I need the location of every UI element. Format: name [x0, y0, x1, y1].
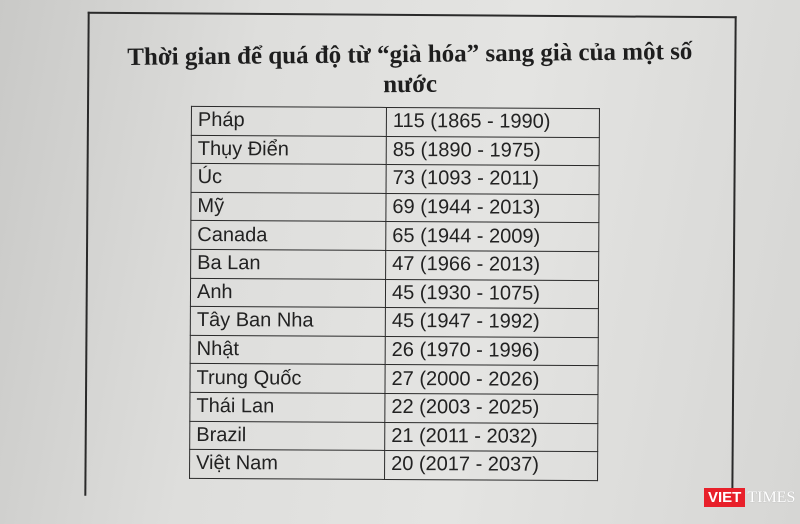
duration-cell: 115 (1865 - 1990) [386, 107, 600, 138]
viettimes-logo: VIET TIMES [704, 488, 795, 507]
country-cell: Anh [190, 277, 386, 308]
country-cell: Ba Lan [190, 249, 386, 280]
duration-cell: 26 (1970 - 1996) [385, 336, 599, 366]
duration-cell: 22 (2003 - 2025) [384, 393, 598, 424]
country-cell: Canada [190, 220, 386, 251]
country-cell: Thụy Điển [191, 135, 387, 165]
table-row: Trung Quốc 27 (2000 - 2026) [189, 363, 599, 395]
table-row: Brazil 21 (2011 - 2032) [189, 420, 598, 452]
duration-cell: 69 (1944 - 2013) [385, 193, 600, 223]
country-cell: Việt Nam [189, 449, 385, 480]
country-cell: Mỹ [190, 192, 387, 222]
data-table: Pháp 115 (1865 - 1990) Thụy Điển 85 (1890 -… [189, 106, 600, 481]
table-row: Thụy Điển 85 (1890 - 1975) [191, 135, 600, 166]
duration-cell: 73 (1093 - 2011) [386, 164, 600, 195]
duration-cell: 65 (1944 - 2009) [385, 221, 599, 252]
table-row: Nhật 26 (1970 - 1996) [190, 335, 599, 366]
table-row: Mỹ 69 (1944 - 2013) [190, 192, 600, 223]
duration-cell: 45 (1930 - 1075) [385, 279, 599, 309]
country-cell: Pháp [191, 106, 387, 137]
logo-viet: VIET [704, 488, 746, 507]
table-row: Việt Nam 20 (2017 - 2037) [189, 449, 598, 481]
logo-times: TIMES [747, 488, 796, 506]
country-cell: Trung Quốc [189, 363, 386, 394]
country-cell: Brazil [189, 420, 385, 451]
table-row: Úc 73 (1093 - 2011) [191, 163, 600, 195]
table-row: Canada 65 (1944 - 2009) [190, 220, 599, 252]
duration-cell: 45 (1947 - 1992) [385, 307, 599, 338]
table-row: Thái Lan 22 (2003 - 2025) [189, 392, 598, 424]
table-row: Pháp 115 (1865 - 1990) [191, 106, 600, 138]
duration-cell: 47 (1966 - 2013) [385, 250, 599, 281]
table-row: Ba Lan 47 (1966 - 2013) [190, 249, 599, 281]
country-cell: Thái Lan [189, 392, 385, 422]
page-title: Thời gian để quá độ từ “già hóa” sang gi… [127, 38, 693, 99]
duration-cell: 85 (1890 - 1975) [386, 136, 600, 166]
table-row: Tây Ban Nha 45 (1947 - 1992) [190, 306, 599, 338]
duration-cell: 21 (2011 - 2032) [384, 421, 598, 452]
duration-cell: 27 (2000 - 2026) [384, 364, 599, 395]
duration-cell: 20 (2017 - 2037) [384, 450, 598, 481]
table-row: Anh 45 (1930 - 1075) [190, 277, 599, 309]
country-cell: Úc [191, 163, 387, 194]
country-cell: Nhật [190, 335, 386, 365]
country-cell: Tây Ban Nha [190, 306, 386, 337]
